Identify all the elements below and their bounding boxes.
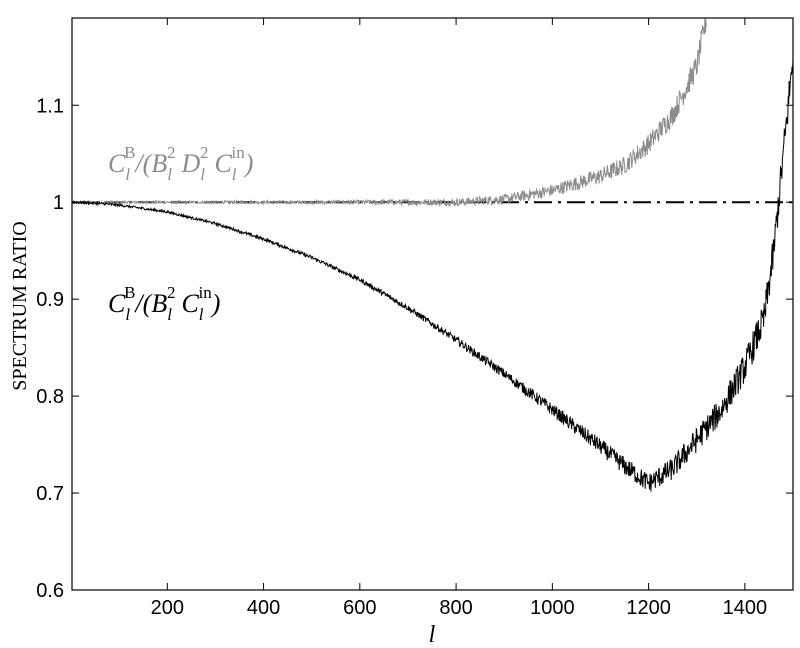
plot-frame — [71, 17, 794, 591]
gray-ratio-series — [71, 17, 707, 208]
y-tick-label: 1.1 — [36, 95, 64, 117]
gray-series-annotation: ClB/(Bl2 Dl2 Clin) — [108, 143, 253, 184]
x-tick-label: 1200 — [626, 597, 671, 619]
black-ratio-series — [72, 58, 794, 492]
y-tick-label: 1 — [53, 192, 64, 214]
axis-ticks: 200 400 600 800 1000 1200 1400 0.6 0.7 0.8 0.9 1 1.1 — [36, 18, 793, 619]
x-tick-label: 600 — [343, 597, 376, 619]
black-series-annotation: ClB/(Bl2 Clin) — [108, 283, 220, 324]
x-tick-label: 1000 — [530, 597, 575, 619]
x-axis-label: l — [429, 622, 436, 648]
series-layer — [71, 17, 794, 492]
y-tick-label: 0.7 — [36, 483, 64, 505]
x-tick-label: 800 — [439, 597, 472, 619]
y-tick-label: 0.8 — [36, 386, 64, 408]
x-tick-label: 1400 — [723, 597, 768, 619]
y-tick-label: 0.9 — [36, 289, 64, 311]
x-tick-label: 200 — [151, 597, 184, 619]
y-tick-label: 0.6 — [36, 580, 64, 602]
x-tick-label: 400 — [247, 597, 280, 619]
y-axis-label: SPECTRUM RATIO — [9, 221, 31, 390]
